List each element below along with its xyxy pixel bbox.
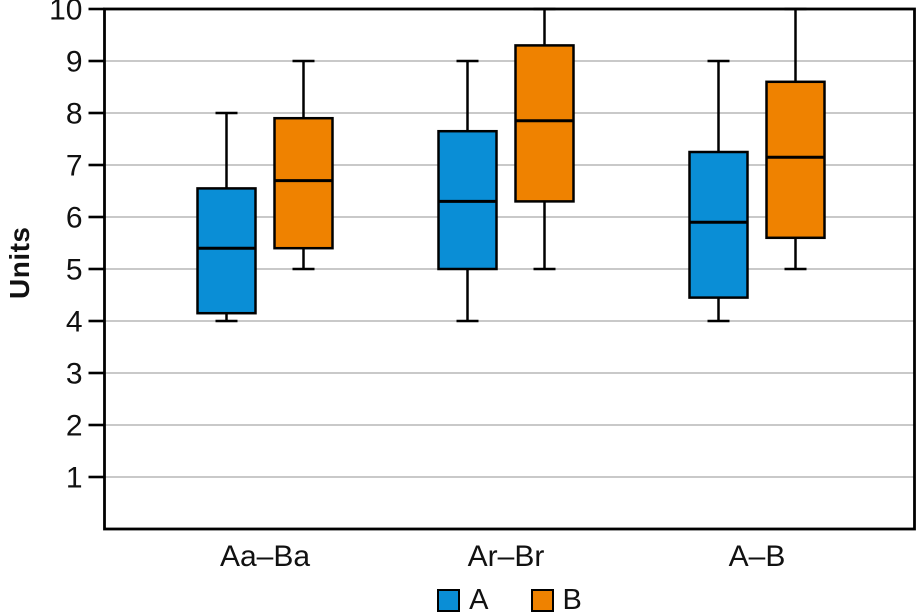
box-A-2 — [688, 150, 749, 299]
category-label-1: Ar–Br — [468, 540, 545, 573]
legend-swatch-b — [530, 589, 554, 612]
box-B-1 — [514, 44, 575, 203]
box-B-0 — [273, 116, 334, 250]
y-tick-label: 9 — [66, 46, 83, 79]
y-tick-label: 7 — [66, 150, 83, 183]
y-tick-label: 3 — [66, 358, 83, 391]
legend-item-b: B — [530, 584, 582, 615]
legend-label-b: B — [562, 584, 582, 615]
box-A-0 — [196, 187, 257, 315]
legend-item-a: A — [437, 584, 489, 615]
box-B-2 — [765, 80, 826, 240]
legend-label-a: A — [469, 584, 489, 615]
y-tick-label: 6 — [66, 202, 83, 235]
y-tick-label: 1 — [66, 462, 83, 495]
category-label-0: Aa–Ba — [220, 540, 310, 573]
y-tick-label: 10 — [49, 0, 82, 27]
y-tick-label: 2 — [66, 410, 83, 443]
y-axis-title: Units — [4, 226, 35, 299]
y-tick-label: 8 — [66, 98, 83, 131]
y-tick-label: 5 — [66, 254, 83, 287]
y-tick-label: 4 — [66, 306, 83, 339]
legend-swatch-a — [437, 589, 461, 612]
category-label-2: A–B — [729, 540, 786, 573]
